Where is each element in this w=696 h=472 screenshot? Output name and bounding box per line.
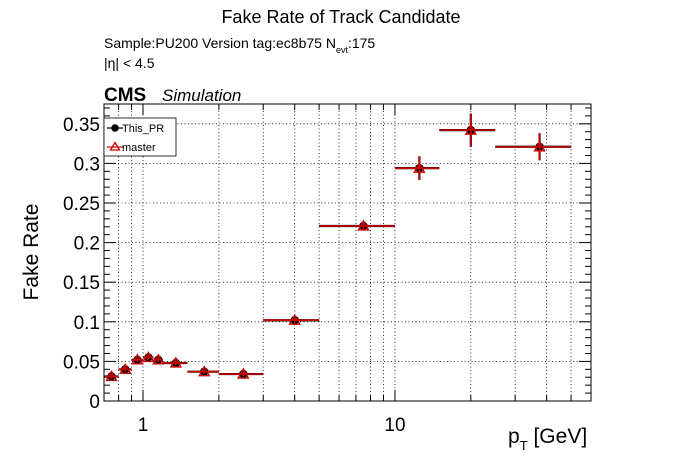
point-marker: [357, 219, 370, 231]
y-tick-label: 0.2: [74, 234, 100, 255]
info-line-1: Sample:PU200 Version tag:ec8b75 Nevt:175: [104, 35, 375, 55]
y-tick-label: 0: [89, 392, 100, 413]
x-tick-label: 10: [384, 415, 405, 436]
point-marker: [105, 370, 118, 382]
chart-title: Fake Rate of Track Candidate: [221, 7, 460, 27]
series-master: [104, 113, 572, 382]
x-axis-label-subscript: T: [520, 438, 528, 453]
data-point: [162, 356, 188, 368]
legend-label-master: master: [122, 142, 156, 154]
y-tick-label: 0.3: [74, 154, 100, 175]
point-marker: [198, 365, 211, 377]
info-line-1-text: Sample:PU200 Version tag:ec8b75 N: [104, 35, 336, 51]
legend-marker-master: [109, 141, 121, 151]
y-tick-label: 0.05: [63, 352, 100, 373]
point-marker: [131, 353, 144, 365]
data-point: [118, 362, 132, 375]
data-point: [439, 113, 496, 147]
data-point: [104, 370, 119, 382]
y-tick-label: 0.35: [63, 115, 100, 136]
axes: 0 0.05 0.1 0.15 0.2 0.25 0.3 0.35 1 10: [63, 104, 592, 436]
point-marker: [413, 161, 426, 173]
y-tick-label: 0.25: [63, 194, 100, 215]
data-point: [218, 367, 264, 379]
x-tick-label: 1: [138, 415, 149, 436]
point-marker: [142, 350, 155, 363]
legend: This_PR master: [103, 117, 177, 157]
point-marker: [533, 140, 546, 152]
data-point: [263, 313, 320, 325]
point-marker: [119, 362, 132, 375]
info-line-2: |η| < 4.5: [104, 55, 155, 71]
info-line-1-end: :175: [348, 35, 375, 51]
legend-entry-this-pr: This_PR: [107, 123, 164, 135]
data-point: [131, 353, 144, 365]
simulation-label: Simulation: [162, 86, 241, 105]
point-marker: [152, 353, 165, 365]
info-line-1-subscript: evt: [336, 45, 349, 55]
y-axis-label: Fake Rate: [20, 204, 43, 301]
y-tick-label: 0.1: [74, 313, 100, 334]
data-point: [319, 219, 395, 231]
legend-entry-master: master: [107, 141, 156, 154]
x-axis-label-main: p: [508, 425, 520, 448]
data-point: [142, 350, 155, 363]
series-layer: [104, 113, 572, 382]
data-point: [394, 156, 440, 181]
point-marker: [288, 313, 301, 325]
data-point: [187, 365, 219, 377]
cms-label: CMS: [104, 85, 146, 106]
point-marker: [464, 123, 477, 135]
y-tick-label: 0.15: [63, 273, 100, 294]
plot-frame: [103, 103, 592, 402]
data-point: [152, 353, 165, 365]
plot-area: [104, 104, 591, 401]
legend-marker-this-pr: [111, 124, 119, 132]
point-marker: [237, 367, 250, 379]
legend-label-this-pr: This_PR: [122, 123, 164, 135]
data-point: [495, 133, 572, 161]
point-marker: [169, 356, 183, 368]
x-axis-label: pT [GeV]: [508, 425, 587, 453]
x-axis-label-unit: [GeV]: [528, 425, 588, 448]
